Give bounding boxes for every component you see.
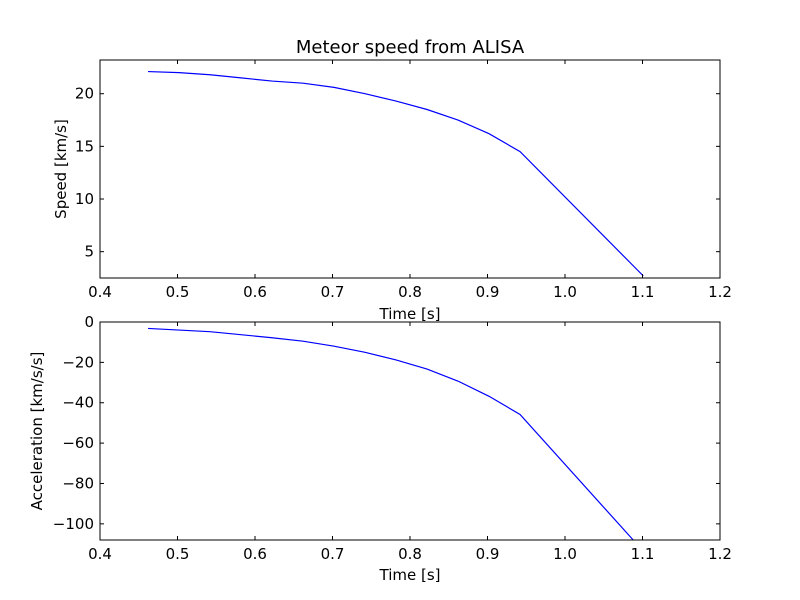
acceleration-chart: 0.4 0.5 0.6 0.7 0.8 0.9 1.0 1.1 1.2 0 −20 −40 −60 −80… bbox=[28, 313, 732, 584]
acceleration-y-axis-label: Acceleration [km/s/s] bbox=[28, 352, 46, 511]
acceleration-x-tick-label: 0.9 bbox=[476, 545, 500, 563]
speed-x-tick-label: 0.8 bbox=[398, 283, 422, 301]
acceleration-series-line-0 bbox=[148, 327, 634, 541]
acceleration-x-tick-label: 0.8 bbox=[398, 545, 422, 563]
acceleration-x-tick-label: 1.1 bbox=[631, 545, 655, 563]
acceleration-x-tick-label: 1.0 bbox=[553, 545, 577, 563]
acceleration-x-tick-label: 0.6 bbox=[243, 545, 267, 563]
acceleration-y-tick-label: 0 bbox=[84, 313, 94, 331]
speed-x-tick-label: 1.2 bbox=[708, 283, 732, 301]
speed-x-tick-label: 0.9 bbox=[476, 283, 500, 301]
speed-chart: Meteor speed from ALISA 0.4 0.5 0.6 0.7 0.8 0… bbox=[52, 37, 732, 323]
speed-y-tick-label: 10 bbox=[75, 190, 94, 208]
speed-chart-title: Meteor speed from ALISA bbox=[296, 37, 525, 58]
speed-x-tick-label: 1.0 bbox=[553, 283, 577, 301]
acceleration-x-tick-label: 0.7 bbox=[321, 545, 345, 563]
acceleration-y-tick-label: −20 bbox=[62, 353, 94, 371]
speed-y-tick-label: 15 bbox=[75, 137, 94, 155]
speed-series-line-0 bbox=[148, 70, 644, 277]
acceleration-x-axis-label: Time [s] bbox=[379, 566, 441, 584]
acceleration-x-tick-label: 1.2 bbox=[708, 545, 732, 563]
acceleration-x-tick-label: 0.5 bbox=[166, 545, 190, 563]
speed-x-tick-label: 0.5 bbox=[166, 283, 190, 301]
acceleration-plot-area: 0.4 0.5 0.6 0.7 0.8 0.9 1.0 1.1 1.2 0 −20 −40 −60 −80… bbox=[53, 313, 732, 563]
acceleration-y-tick-label: −60 bbox=[62, 434, 94, 452]
acceleration-x-tick-label: 0.4 bbox=[88, 545, 112, 563]
speed-plot-area: 0.4 0.5 0.6 0.7 0.8 0.9 1.0 1.1 1.2 5 10 15 20 bbox=[75, 59, 732, 301]
speed-x-axis-label: Time [s] bbox=[379, 305, 441, 323]
speed-y-tick-label: 5 bbox=[84, 243, 94, 261]
speed-x-tick-label: 0.7 bbox=[321, 283, 345, 301]
speed-x-tick-label: 1.1 bbox=[631, 283, 655, 301]
speed-y-axis-label: Speed [km/s] bbox=[52, 119, 70, 219]
speed-x-tick-label: 0.6 bbox=[243, 283, 267, 301]
acceleration-y-tick-label: −40 bbox=[62, 394, 94, 412]
acceleration-y-tick-label: −100 bbox=[53, 515, 94, 533]
speed-y-tick-label: 20 bbox=[75, 85, 94, 103]
acceleration-y-tick-label: −80 bbox=[62, 474, 94, 492]
speed-x-tick-label: 0.4 bbox=[88, 283, 112, 301]
